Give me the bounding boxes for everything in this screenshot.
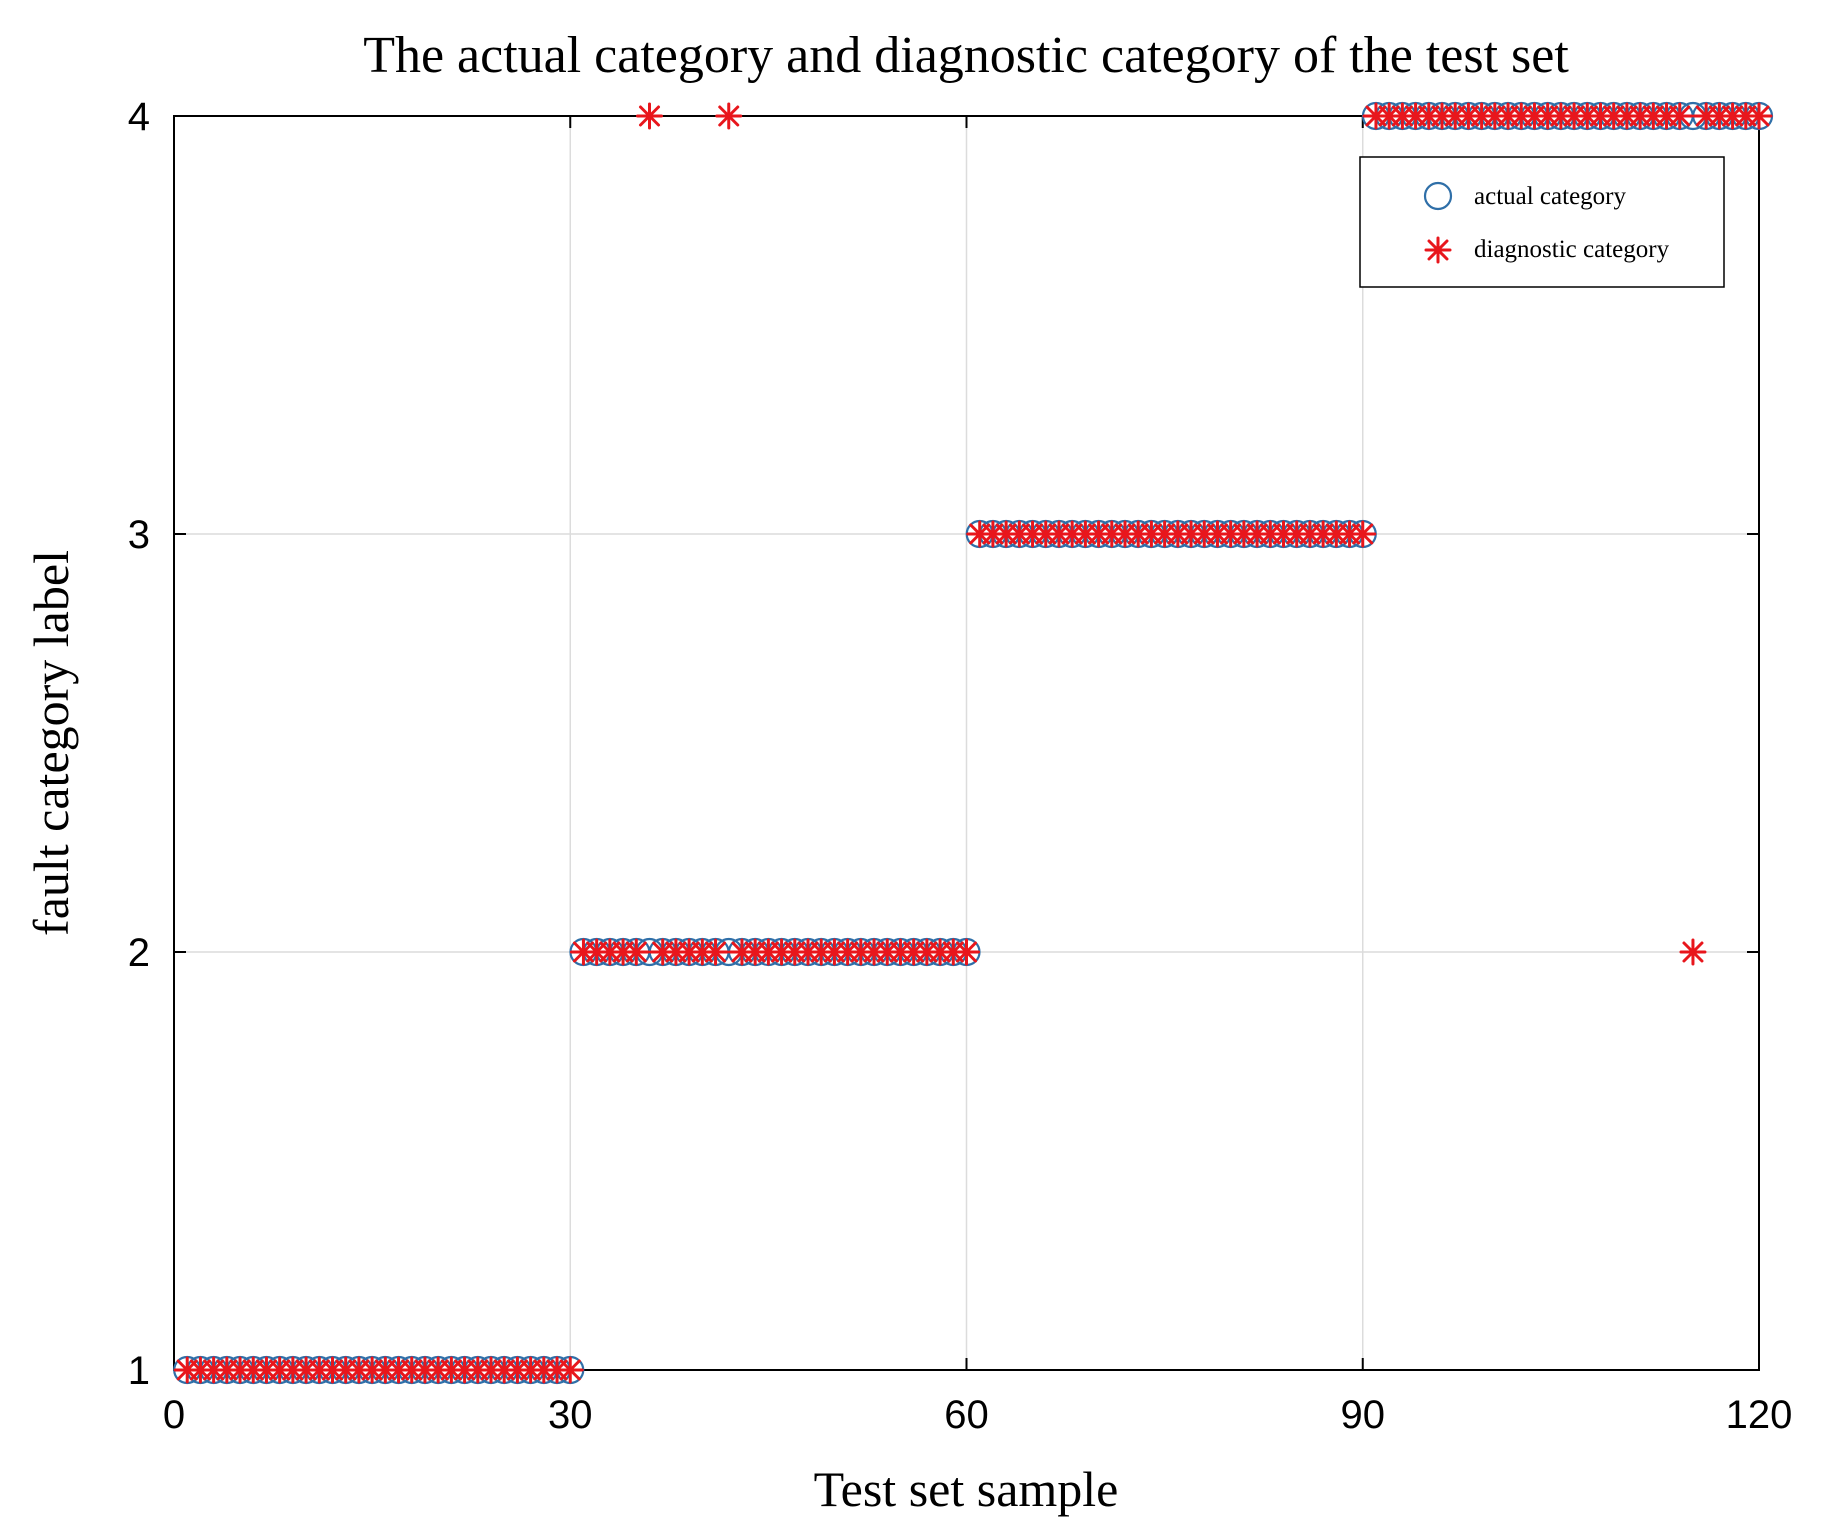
legend-marker-diagnostic-category <box>1424 236 1452 264</box>
diagnostic-category-point <box>1666 102 1694 130</box>
legend-box <box>1359 156 1725 288</box>
diagnostic-category-point <box>1679 938 1707 966</box>
y-tick-label: 3 <box>128 513 150 557</box>
legend: actual category diagnostic category <box>1359 156 1725 288</box>
diagnostic-category-point <box>702 938 730 966</box>
x-tick-label: 120 <box>1726 1393 1793 1437</box>
diagnostic-category-point <box>953 938 980 966</box>
x-tick-label: 30 <box>548 1393 593 1437</box>
legend-label-diagnostic-category: diagnostic category <box>1474 236 1670 263</box>
x-tick-label: 0 <box>163 1393 185 1437</box>
diagnostic-category-point <box>622 938 650 966</box>
diagnostic-category-point <box>556 1356 584 1384</box>
chart-title: The actual category and diagnostic categ… <box>363 27 1569 84</box>
legend-asterisk-marker <box>1424 236 1452 264</box>
diagnostic-category-point <box>636 102 663 130</box>
axis-tick-labels: 0 30 60 90 120 1 2 3 4 <box>128 95 1793 1437</box>
legend-circle-marker <box>1423 181 1453 211</box>
x-axis-label: Test set sample <box>814 1461 1119 1517</box>
data-points <box>173 101 1774 1385</box>
y-axis-label: fault category label <box>23 550 79 936</box>
series-diagnostic-category <box>173 102 1773 1384</box>
diagnostic-category-point <box>715 102 743 130</box>
grid-lines <box>174 116 1759 1370</box>
x-tick-label: 60 <box>944 1393 989 1437</box>
y-tick-label: 1 <box>128 1349 150 1393</box>
x-tick-label: 90 <box>1341 1393 1386 1437</box>
y-tick-label: 4 <box>128 95 150 139</box>
series-actual-category <box>173 101 1774 1385</box>
legend-label-actual-category: actual category <box>1474 183 1626 210</box>
y-tick-label: 2 <box>128 931 150 975</box>
diagnostic-category-point <box>1349 520 1377 548</box>
diagnostic-category-point <box>1745 102 1773 130</box>
legend-marker-actual-category <box>1423 181 1453 211</box>
